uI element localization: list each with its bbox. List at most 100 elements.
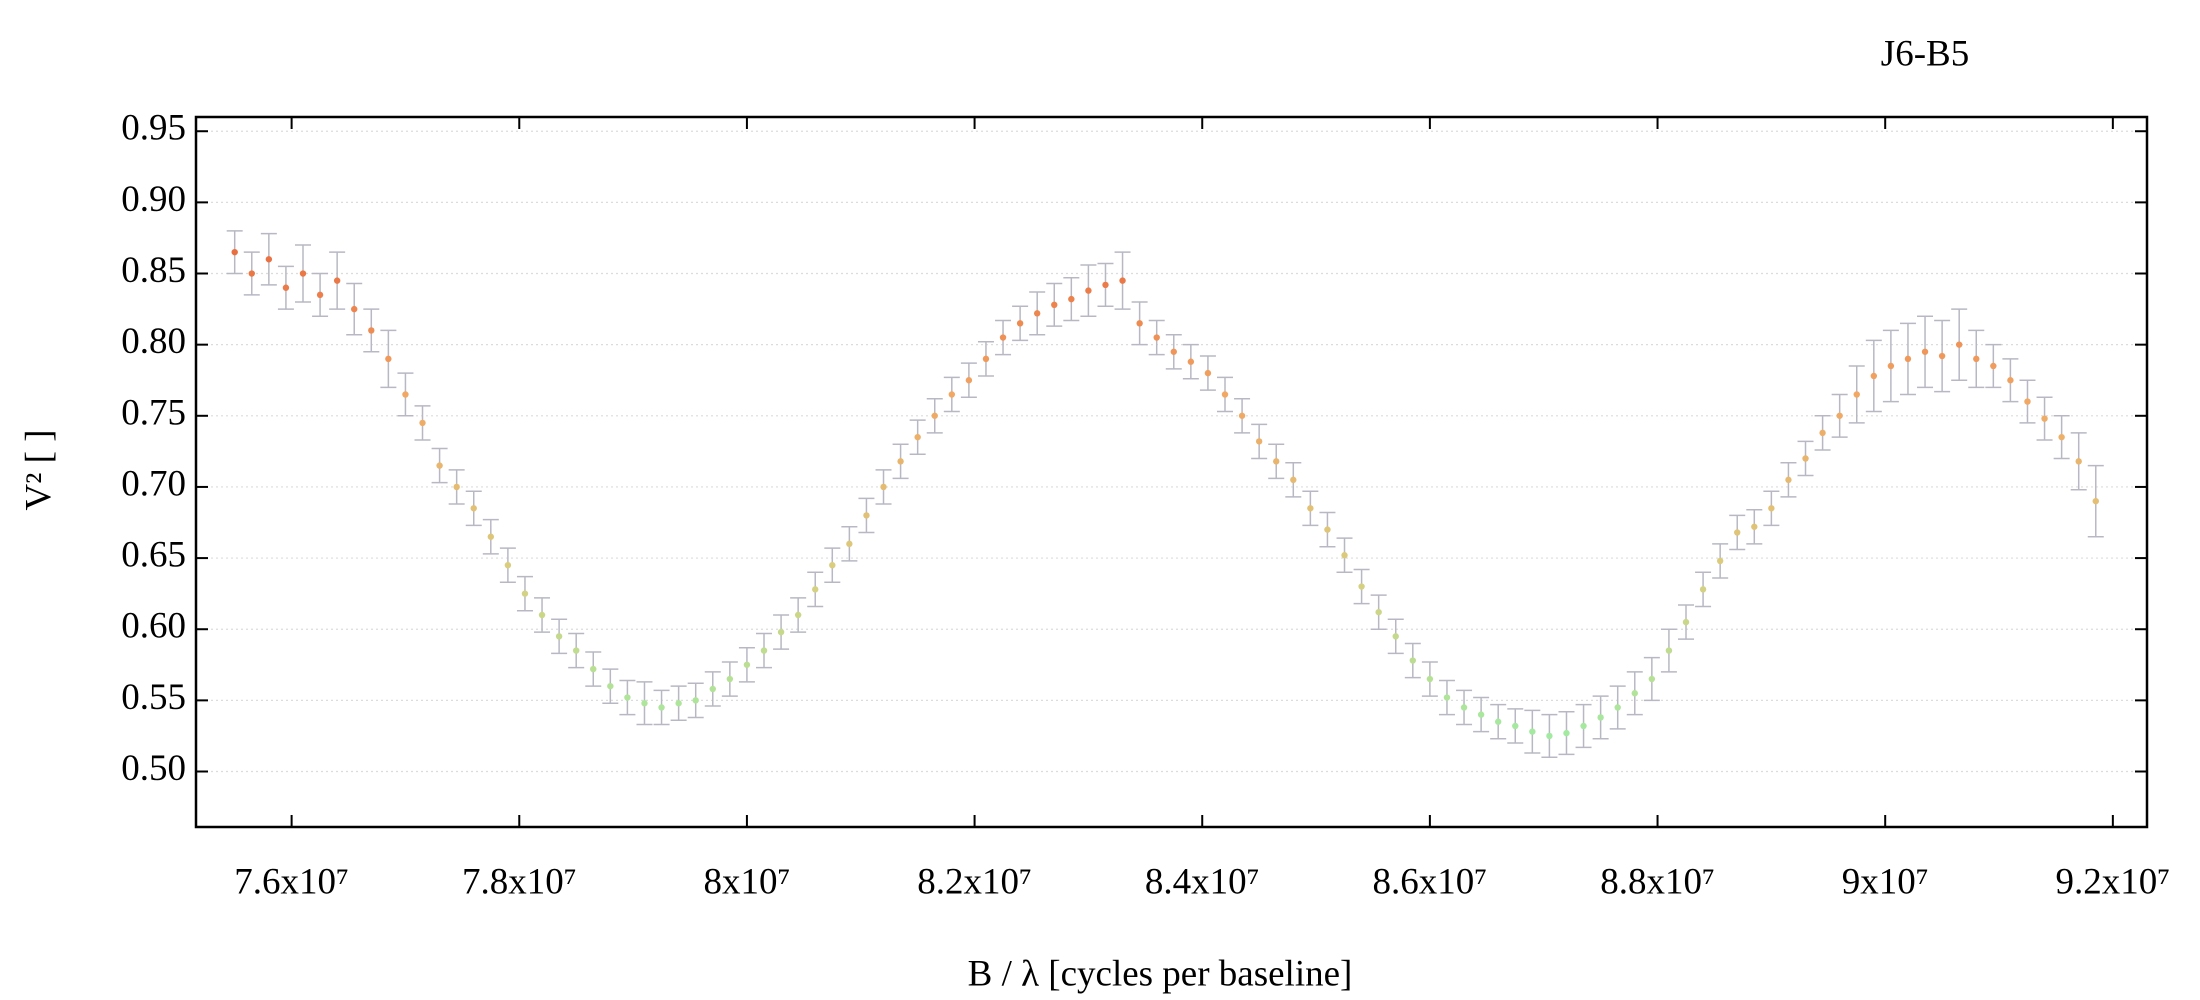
point (1221, 391, 1229, 398)
point (1341, 552, 1348, 559)
point (965, 377, 973, 384)
x-tick-label: 9x10⁷ (1842, 861, 1929, 902)
point (1119, 277, 1126, 284)
point (2092, 497, 2099, 505)
point (675, 700, 682, 707)
point (1563, 729, 1570, 737)
point (897, 458, 904, 465)
y-tick-label: 0.75 (121, 392, 186, 433)
point (1477, 711, 1485, 718)
point (248, 270, 255, 277)
point (282, 284, 290, 291)
point (1802, 455, 1809, 462)
point (1068, 295, 1075, 303)
point (1699, 586, 1707, 593)
point (1238, 412, 1246, 419)
point (1836, 412, 1843, 419)
point (1170, 348, 1177, 355)
point (1751, 523, 1758, 530)
point (1102, 281, 1109, 289)
point (299, 270, 307, 277)
point (1546, 732, 1553, 740)
point (1324, 526, 1331, 533)
point (385, 355, 392, 363)
point (265, 256, 273, 263)
point (1204, 369, 1212, 377)
point (2075, 458, 2082, 465)
x-tick-label: 8.2x10⁷ (917, 861, 1032, 902)
point (572, 647, 580, 654)
point (846, 540, 853, 548)
point (692, 697, 699, 704)
point (2024, 398, 2031, 405)
point (1358, 583, 1365, 590)
point (607, 682, 614, 690)
point (624, 694, 631, 701)
point (658, 704, 665, 711)
point (1512, 722, 1519, 730)
point (1853, 391, 1860, 398)
point (436, 462, 443, 469)
point (1938, 352, 1946, 360)
point (1665, 647, 1673, 654)
y-tick-label: 0.55 (121, 677, 186, 718)
point (351, 305, 358, 313)
x-tick-label: 7.8x10⁷ (462, 861, 577, 902)
point (590, 665, 597, 673)
y-tick-label: 0.65 (121, 535, 186, 576)
point (1768, 505, 1775, 512)
point (931, 412, 938, 419)
point (1955, 341, 1963, 348)
point (726, 675, 734, 683)
point (487, 533, 495, 540)
y-tick-label: 0.50 (121, 748, 186, 789)
point (368, 327, 375, 334)
point (709, 685, 716, 693)
point (743, 661, 751, 668)
point (1426, 675, 1434, 683)
x-tick-label: 8.8x10⁷ (1600, 861, 1715, 902)
point (777, 628, 785, 636)
point (521, 590, 529, 597)
point (1494, 718, 1502, 725)
point (1392, 633, 1399, 640)
point (641, 700, 648, 707)
point (880, 483, 887, 491)
point (1136, 320, 1143, 327)
x-tick-label: 7.6x10⁷ (234, 861, 349, 902)
point (1870, 372, 1878, 380)
point (1785, 476, 1792, 484)
point (1290, 476, 1297, 484)
y-tick-label: 0.70 (121, 463, 186, 504)
point (1273, 458, 1280, 465)
point (1255, 438, 1263, 445)
x-tick-label: 9.2x10⁷ (2056, 861, 2171, 902)
point (1580, 722, 1587, 730)
x-tick-label: 8.6x10⁷ (1373, 861, 1488, 902)
plot-frame (194, 115, 2149, 829)
y-tick-label: 0.80 (121, 321, 186, 362)
point (1529, 728, 1536, 735)
point (1887, 362, 1895, 370)
point (470, 505, 477, 512)
point (1682, 618, 1690, 626)
y-axis-label: V² [ ] (18, 430, 59, 511)
point (453, 483, 460, 491)
point (538, 611, 546, 619)
point (316, 291, 324, 299)
point (948, 391, 956, 398)
y-tick-label: 0.90 (121, 179, 186, 220)
point (1597, 714, 1604, 721)
point (1921, 348, 1929, 355)
point (982, 355, 990, 363)
point (1187, 358, 1195, 365)
point (1443, 694, 1451, 701)
point (999, 334, 1007, 341)
point (2007, 377, 2014, 384)
point (1904, 355, 1912, 363)
point (1734, 529, 1741, 536)
point (402, 391, 409, 398)
point (914, 433, 921, 441)
point (1716, 557, 1724, 565)
